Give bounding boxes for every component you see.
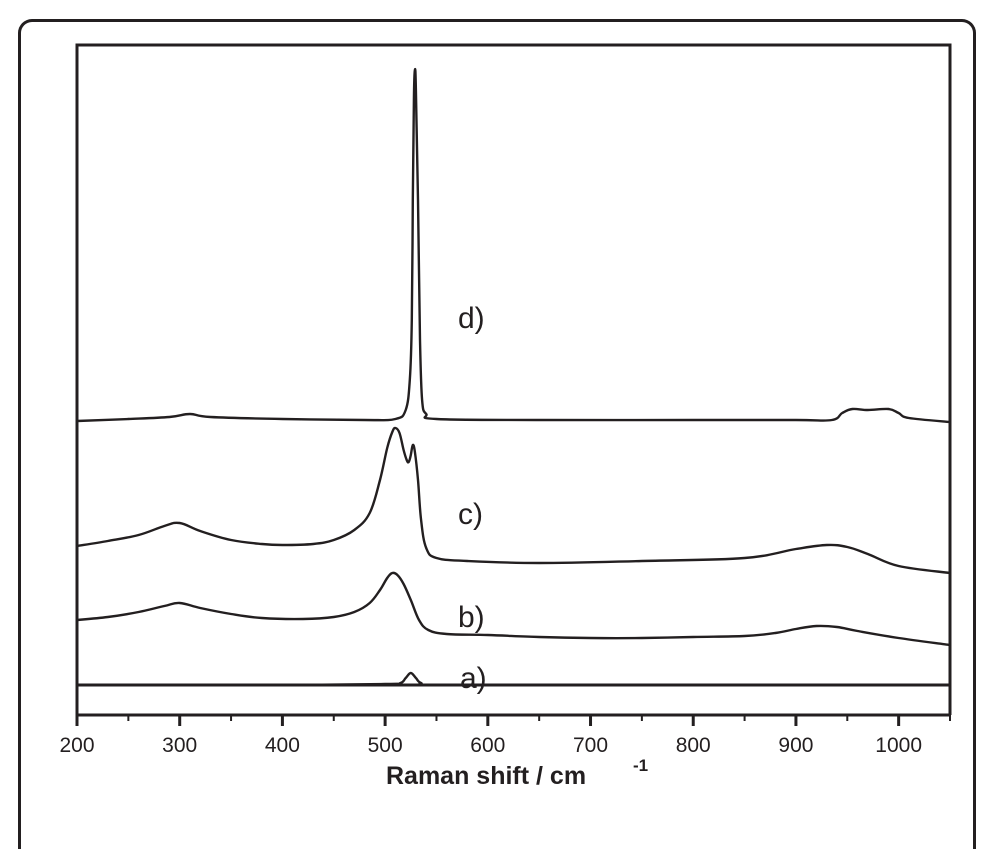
x-tick-label: 200: [59, 734, 94, 757]
x-tick-label: 500: [368, 734, 403, 757]
spectrum-line-d: [76, 67, 951, 424]
x-axis-ticks: [75, 715, 951, 726]
x-tick-label: 700: [573, 734, 608, 757]
plot-area-border: [75, 43, 952, 687]
series-label-c: c): [458, 498, 483, 531]
series-label-d: d): [458, 302, 485, 335]
spectrum-line-a: [76, 671, 950, 687]
x-tick-label: 400: [265, 734, 300, 757]
figure-frame: [18, 19, 976, 849]
series-label-b: b): [458, 601, 485, 634]
x-tick-label: 800: [676, 734, 711, 757]
x-tick-label: 600: [470, 734, 505, 757]
spectra-series: [76, 67, 951, 687]
series-label-a: a): [460, 662, 487, 695]
spectrum-line-c: [76, 426, 951, 575]
spectrum-line-b: [76, 571, 951, 647]
x-tick-label: 300: [162, 734, 197, 757]
x-tick-label: 1000: [875, 734, 922, 757]
x-axis-label: Raman shift / cm: [386, 762, 586, 790]
series-labels: a) b) c) d): [458, 302, 487, 695]
x-axis-tick-labels: 200 300 400 500 600 700 800 900 1000: [59, 734, 922, 757]
x-axis-label-superscript: -1: [633, 756, 648, 775]
x-tick-label: 900: [778, 734, 813, 757]
